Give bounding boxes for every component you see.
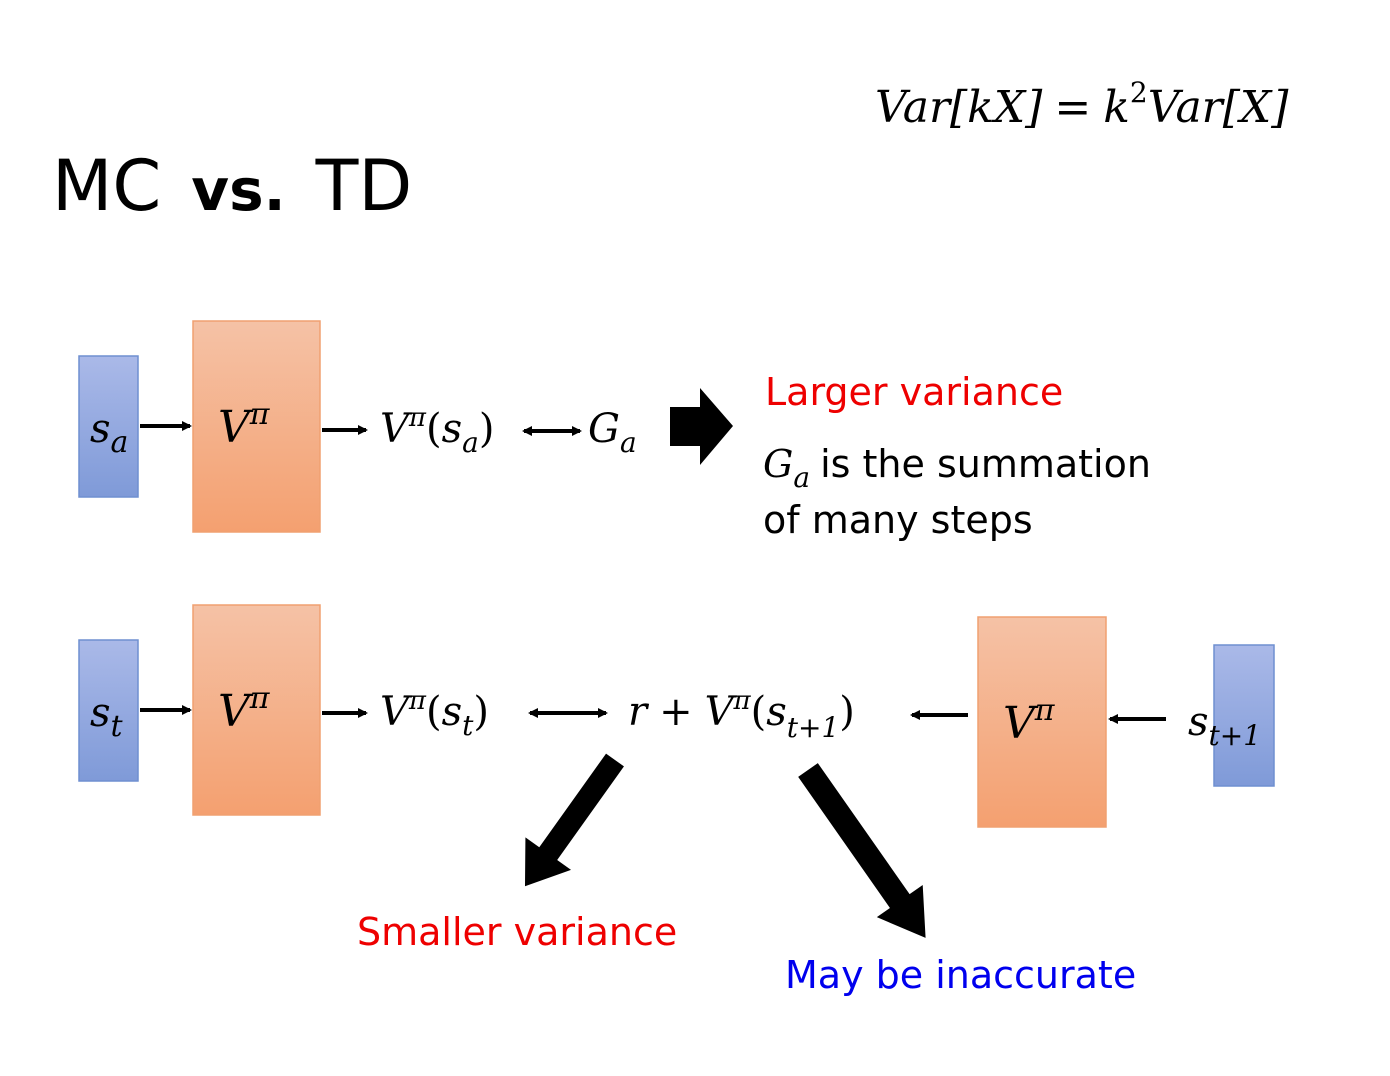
value-network-box-mc (192, 320, 321, 533)
state-st-label: st (90, 690, 124, 744)
title-mc: MC (52, 145, 161, 227)
mc-note-line2: of many steps (763, 498, 1033, 542)
big-right-arrow-icon (670, 388, 733, 465)
value-network-label-td: Vπ (218, 681, 271, 737)
state-st1-label: st+1 (1188, 699, 1261, 752)
value-network-box-next (977, 616, 1107, 828)
value-network-label-mc: Vπ (218, 397, 271, 453)
value-network-label-next: Vπ (1003, 693, 1056, 749)
mc-note-line1: Ga is the summation (763, 442, 1151, 494)
state-sa-label: sa (90, 406, 128, 460)
title-td: TD (315, 145, 413, 227)
larger-variance-label: Larger variance (765, 370, 1063, 414)
mc-target-ga: Ga (588, 406, 637, 459)
variance-formula: Var[kX] = k2Var[X] (875, 76, 1289, 133)
mc-output-value: Vπ(sa) (380, 403, 494, 459)
td-output-value: Vπ(st) (380, 686, 489, 742)
down-left-arrow-icon (524, 753, 624, 887)
down-right-arrow-icon (798, 763, 926, 938)
state-box-sa (78, 355, 139, 498)
value-network-box-td (192, 604, 321, 816)
td-target-value: r + Vπ(st+1) (628, 686, 855, 744)
state-box-st (78, 639, 139, 782)
may-be-inaccurate-label: May be inaccurate (785, 953, 1136, 997)
state-box-st1 (1213, 644, 1275, 787)
title-vs: vs. (191, 156, 285, 224)
smaller-variance-label: Smaller variance (357, 910, 677, 954)
slide-title: MC vs. TD (52, 145, 412, 227)
